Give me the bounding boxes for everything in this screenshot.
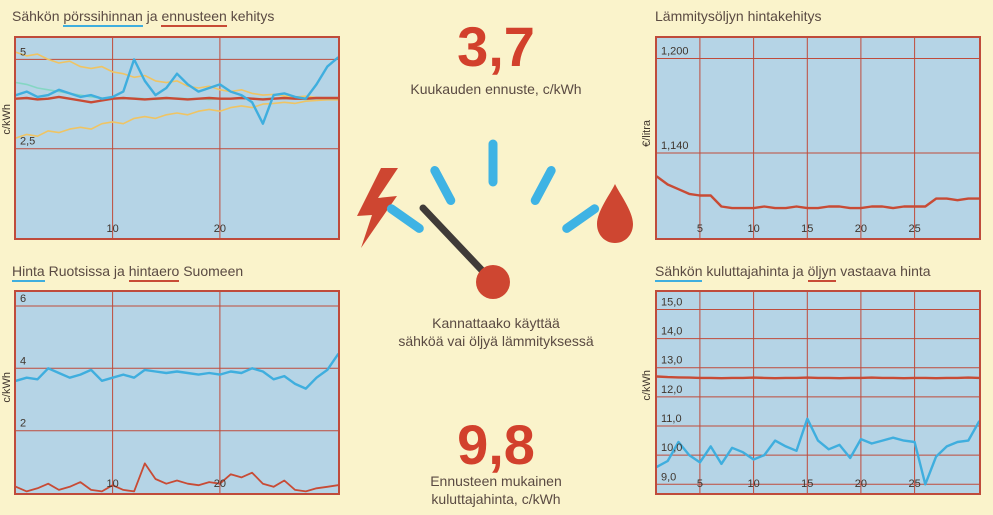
monthly-forecast-value: 3,7 — [457, 15, 535, 78]
chart-title-part: Sähkön — [12, 8, 64, 24]
y-tick-label: 2 — [20, 418, 26, 430]
y-tick-label: 9,0 — [661, 471, 676, 483]
y-axis-label: c/kWh — [641, 370, 653, 401]
chart-title-consumer-price: Sähkön kuluttajahinta ja öljyn vastaava … — [655, 263, 931, 282]
y-tick-label: 1,140 — [661, 140, 689, 152]
series-lower-bound — [16, 98, 338, 139]
x-tick-label: 20 — [214, 223, 226, 235]
gauge-question-line1: Kannattaako käyttää — [432, 315, 560, 331]
chart-title-part: Sähkön — [655, 263, 703, 282]
y-tick-label: 14,0 — [661, 326, 682, 338]
chart-title-part: kuluttajahinta ja — [702, 263, 808, 279]
series-heating-oil-price — [657, 175, 979, 210]
series-price-difference-to-finland — [16, 462, 338, 493]
x-tick-label: 20 — [855, 478, 867, 490]
chart-title-heating-oil: Lämmitysöljyn hintakehitys — [655, 8, 822, 24]
chart-title-spot-price: Sähkön pörssihinnan ja ennusteen kehitys — [12, 8, 275, 27]
gauge-question: Kannattaako käyttää sähköä vai öljyä läm… — [341, 314, 651, 350]
x-tick-label: 25 — [908, 223, 920, 235]
gauge-question-line2: sähköä vai öljyä lämmityksessä — [398, 333, 594, 349]
chart-title-part: ennusteen — [161, 8, 227, 27]
chart-title-part: öljyn — [807, 263, 837, 282]
x-tick-label: 25 — [908, 478, 920, 490]
y-tick-label: 6 — [20, 293, 26, 305]
chart-title-part: Ruotsissa ja — [44, 263, 129, 279]
x-tick-label: 15 — [801, 223, 813, 235]
series-upper-bound — [16, 51, 338, 99]
x-tick-label: 20 — [214, 478, 226, 490]
x-tick-label: 15 — [801, 478, 813, 490]
y-tick-label: 15,0 — [661, 297, 682, 309]
monthly-forecast-caption: Kuukauden ennuste, c/kWh — [410, 81, 582, 97]
y-tick-label: 10,0 — [661, 442, 682, 454]
chart-plot-spot-price: 5 2,5 10 20 — [14, 36, 340, 240]
y-tick-label: 4 — [20, 355, 26, 367]
lightning-icon — [357, 168, 398, 248]
consumer-price-caption-line2: kuluttajahinta, c/kWh — [431, 491, 561, 507]
chart-title-part: hintaero — [128, 263, 180, 282]
series-forecast — [16, 95, 338, 104]
x-tick-label: 20 — [855, 223, 867, 235]
y-tick-label: 2,5 — [20, 136, 35, 148]
chart-plot-consumer-price: 15,0 14,0 13,0 12,0 11,0 10,0 9,0 5 10 15 20 25 — [655, 290, 981, 495]
consumer-price-caption-line1: Ennusteen mukainen — [430, 473, 562, 489]
y-tick-label: 1,200 — [661, 46, 689, 58]
x-tick-label: 10 — [106, 478, 118, 490]
chart-title-part: pörssihinnan — [63, 8, 143, 27]
x-tick-label: 10 — [747, 478, 759, 490]
consumer-price-value: 9,8 — [457, 413, 535, 476]
series-electricity-consumer-price — [657, 417, 979, 486]
series-oil-equivalent-price — [657, 375, 979, 380]
y-axis-label: c/kWh — [1, 372, 13, 403]
x-tick-label: 5 — [697, 223, 703, 235]
chart-title-part: Hinta — [12, 263, 45, 282]
gauge-tick — [530, 166, 556, 205]
chart-canvas: 15,0 14,0 13,0 12,0 11,0 10,0 9,0 5 10 15 20 25 — [657, 292, 979, 493]
gauge-ticks — [386, 139, 600, 233]
gauge — [357, 139, 633, 299]
gauge-tick — [386, 204, 424, 233]
chart-title-part: vastaava hinta — [836, 263, 931, 279]
y-tick-label: 11,0 — [661, 413, 682, 425]
gauge-hub — [476, 265, 510, 299]
gauge-tick — [562, 204, 600, 233]
x-tick-label: 10 — [747, 223, 759, 235]
series-spot-price — [16, 56, 338, 125]
x-tick-label: 5 — [697, 478, 703, 490]
chart-canvas: 1,200 1,140 5 10 15 20 25 — [657, 38, 979, 238]
y-tick-label: 13,0 — [661, 355, 682, 367]
chart-title-part: kehitys — [226, 8, 275, 24]
chart-canvas: 5 2,5 10 20 — [16, 38, 338, 238]
chart-title-sweden: Hinta Ruotsissa ja hintaero Suomeen — [12, 263, 244, 282]
series-sweden-price — [16, 353, 338, 390]
chart-plot-sweden: 6 4 2 10 20 — [14, 290, 340, 495]
consumer-price-caption: Ennusteen mukainen kuluttajahinta, c/kWh — [341, 472, 651, 508]
chart-title-part: ja — [142, 8, 162, 24]
y-axis-label: c/kWh — [1, 104, 13, 135]
chart-title-part: Suomeen — [179, 263, 244, 279]
chart-canvas: 6 4 2 10 20 — [16, 292, 338, 493]
x-tick-label: 10 — [106, 223, 118, 235]
chart-plot-heating-oil: 1,200 1,140 5 10 15 20 25 — [655, 36, 981, 240]
y-tick-label: 12,0 — [661, 384, 682, 396]
oil-drop-icon — [597, 184, 633, 243]
y-tick-label: 5 — [20, 46, 26, 58]
chart-title-part: Lämmitysöljyn hintakehitys — [655, 8, 822, 24]
gauge-tick — [430, 166, 456, 205]
